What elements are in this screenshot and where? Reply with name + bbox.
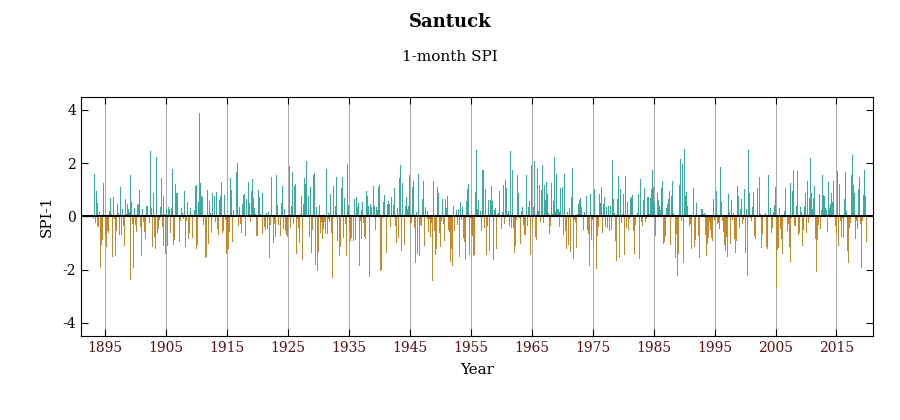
Text: 1-month SPI: 1-month SPI xyxy=(402,50,498,64)
X-axis label: Year: Year xyxy=(460,363,494,377)
Text: Santuck: Santuck xyxy=(409,13,491,31)
Y-axis label: SPI-1: SPI-1 xyxy=(40,196,54,237)
